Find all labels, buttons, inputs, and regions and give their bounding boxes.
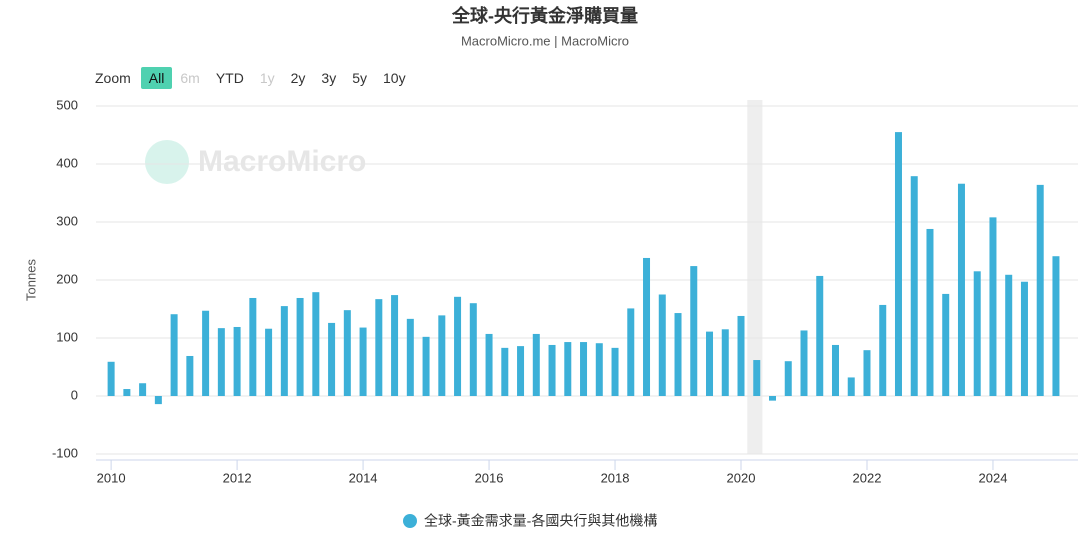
bar	[1036, 184, 1044, 396]
y-tick-label: 100	[56, 329, 78, 344]
x-tick-label: 2018	[601, 470, 630, 485]
bar	[139, 383, 147, 396]
bar	[910, 176, 918, 396]
legend-marker	[403, 514, 417, 528]
range-selector: Zoom All 6m YTD 1y 2y 3y 5y 10y	[95, 67, 414, 89]
x-tick-label: 2020	[727, 470, 756, 485]
bar	[831, 344, 839, 396]
bar	[769, 396, 777, 401]
y-tick-label: 300	[56, 213, 78, 228]
bar	[894, 132, 902, 396]
bar	[973, 271, 981, 396]
bar	[564, 342, 572, 396]
watermark-logo	[145, 140, 189, 184]
bar	[485, 333, 493, 396]
y-axis-label: Tonnes	[23, 259, 38, 301]
bar	[469, 303, 477, 396]
bar	[800, 330, 808, 396]
range-button[interactable]: All	[140, 67, 173, 89]
bar	[154, 396, 162, 405]
bar	[186, 355, 194, 396]
bar	[737, 315, 745, 396]
chart-title: 全球-央行黃金淨購買量	[451, 5, 638, 26]
bar	[863, 350, 871, 396]
chart-subtitle: MacroMicro.me | MacroMicro	[461, 33, 629, 48]
bar	[233, 326, 241, 396]
bar	[202, 310, 210, 396]
y-tick-label: 400	[56, 155, 78, 170]
range-button[interactable]: 1y	[259, 70, 275, 86]
bar	[391, 295, 399, 396]
bar	[249, 297, 257, 396]
bar	[328, 322, 336, 396]
bar	[1005, 274, 1013, 396]
range-button[interactable]: 3y	[321, 70, 337, 86]
x-tick-label: 2024	[979, 470, 1008, 485]
legend-label: 全球-黃金需求量-各國央行與其他機構	[424, 513, 657, 529]
bar	[548, 344, 556, 396]
bar	[438, 315, 446, 396]
bar	[674, 313, 682, 396]
x-tick-label: 2016	[475, 470, 504, 485]
y-tick-label: 200	[56, 271, 78, 286]
bar	[690, 266, 698, 396]
bar	[375, 299, 383, 396]
watermark: MacroMicro	[198, 145, 366, 178]
range-button[interactable]: 6m	[180, 70, 200, 86]
bar	[926, 228, 934, 396]
bar	[580, 342, 588, 396]
bar	[643, 257, 651, 396]
bar	[296, 297, 304, 396]
bar	[170, 314, 178, 396]
bar	[280, 306, 288, 396]
range-button[interactable]: 5y	[352, 70, 367, 86]
y-tick-label: -100	[52, 445, 78, 460]
y-tick-label: 0	[71, 387, 78, 402]
bar	[265, 328, 273, 396]
bar	[595, 343, 603, 396]
bar	[658, 294, 666, 396]
x-tick-label: 2010	[97, 470, 126, 485]
bar	[879, 304, 887, 396]
bar	[1052, 256, 1060, 396]
bar	[217, 328, 225, 396]
bar	[627, 308, 635, 396]
bar	[847, 377, 855, 396]
x-tick-label: 2022	[853, 470, 882, 485]
bar	[454, 296, 462, 396]
bar	[107, 361, 115, 396]
bar	[942, 293, 950, 396]
bar	[784, 361, 792, 396]
bar	[501, 347, 509, 396]
bar	[406, 318, 414, 396]
y-tick-label: 500	[56, 97, 78, 112]
range-button[interactable]: 2y	[290, 70, 306, 86]
shaded-region	[747, 100, 763, 454]
bar	[1020, 281, 1028, 396]
bar	[123, 389, 131, 396]
bar	[359, 327, 367, 396]
range-button[interactable]: YTD	[215, 70, 244, 86]
bar	[517, 346, 525, 396]
x-tick-label: 2012	[223, 470, 252, 485]
bar	[532, 333, 540, 396]
bar	[721, 329, 729, 396]
bar	[816, 275, 824, 396]
x-tick-label: 2014	[349, 470, 378, 485]
bar	[706, 331, 714, 396]
zoom-label: Zoom	[95, 70, 131, 86]
bar	[312, 292, 320, 396]
bar	[611, 347, 619, 396]
bar	[422, 336, 430, 396]
bar	[753, 360, 761, 396]
bar	[957, 183, 965, 396]
bar	[343, 310, 351, 396]
bar	[989, 217, 997, 396]
range-button[interactable]: 10y	[383, 70, 406, 86]
